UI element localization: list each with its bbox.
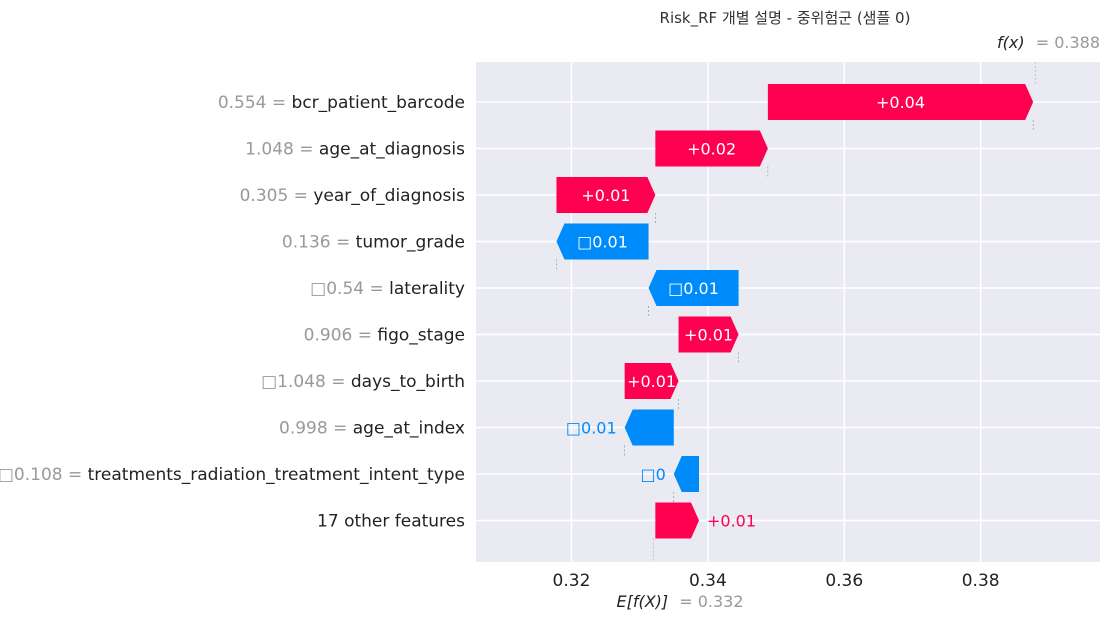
ex-value: = 0.332 [679, 592, 743, 611]
x-tick-label-1: 0.34 [689, 571, 727, 591]
feature-name: tumor_grade [356, 233, 465, 253]
bar-17-other-features [655, 502, 700, 539]
x-tick-label-0: 0.32 [553, 571, 591, 591]
bar-label-5: +0.01 [684, 326, 733, 345]
feature-label-4: □0.54 = laterality [310, 279, 465, 299]
bar-label-7: □0.01 [566, 419, 617, 438]
fx-annotation: f(x) = 0.388 [997, 33, 1100, 52]
feature-name: bcr_patient_barcode [292, 93, 465, 113]
feature-label-5: 0.906 = figo_stage [304, 326, 465, 346]
bar-label-9: +0.01 [707, 512, 756, 531]
bar-label-0: +0.04 [876, 93, 925, 112]
bar-label-6: +0.01 [627, 372, 676, 391]
feature-label-6: □1.048 = days_to_birth [261, 372, 465, 392]
feature-name: age_at_diagnosis [319, 140, 465, 160]
fx-label: f(x) [997, 33, 1025, 52]
feature-name: days_to_birth [351, 372, 465, 392]
feature-label-0: 0.554 = bcr_patient_barcode [218, 93, 465, 113]
chart-title: Risk_RF 개별 설명 - 중위험군 (샘플 0) [660, 9, 911, 28]
feature-value: □0.54 = [310, 279, 389, 299]
feature-label-7: 0.998 = age_at_index [279, 419, 465, 439]
fx-value: = 0.388 [1036, 33, 1100, 52]
bar-treatments_radiation_treatment_intent_type [673, 456, 700, 492]
feature-name: year_of_diagnosis [313, 186, 465, 206]
bar-days_to_birth [624, 363, 679, 399]
feature-label-2: 0.305 = year_of_diagnosis [240, 186, 466, 206]
feature-value: □1.048 = [261, 372, 351, 392]
bar-label-8: □0 [640, 465, 665, 484]
x-tick-label-3: 0.38 [962, 571, 1000, 591]
x-tick-label-2: 0.36 [825, 571, 863, 591]
feature-label-9: 17 other features [317, 512, 465, 532]
bar-tumor_grade [556, 223, 649, 260]
ex-label: E[f(X)] [616, 592, 668, 611]
feature-value: 1.048 = [245, 140, 319, 160]
bars-group [556, 84, 1034, 539]
feature-name: figo_stage [377, 326, 465, 346]
svg-text:E[f(X)] = 0.332: E[f(X)] = 0.332 [616, 592, 743, 611]
x-axis-ticks: 0.32 0.34 0.36 0.38 [553, 571, 1000, 591]
bar-age_at_index [624, 409, 674, 446]
bar-bcr_patient_barcode [767, 84, 1034, 120]
feature-value: 0.136 = [282, 233, 356, 253]
bar-label-1: +0.02 [687, 140, 736, 159]
bar-label-2: +0.01 [581, 186, 630, 205]
ex-annotation: E[f(X)] = 0.332 [616, 592, 743, 611]
bar-figo_stage [678, 316, 739, 353]
connector-lines [556, 62, 1036, 562]
feature-value: 0.305 = [240, 186, 314, 206]
feature-label-3: 0.136 = tumor_grade [282, 233, 465, 253]
bar-age_at_diagnosis [655, 130, 768, 167]
feature-value: 0.554 = [218, 93, 292, 113]
feature-label-1: 1.048 = age_at_diagnosis [245, 140, 465, 160]
svg-text:f(x) = 0.388: f(x) = 0.388 [997, 33, 1100, 52]
bar-year_of_diagnosis [556, 177, 656, 213]
feature-value: □0.108 = [0, 465, 88, 485]
plot-background [476, 62, 1100, 562]
bar-laterality [648, 270, 739, 306]
bar-label-4: □0.01 [668, 279, 719, 298]
feature-value: 0.906 = [304, 326, 378, 346]
bar-labels-group: +0.04 +0.02 +0.01 □0.01 □0.01 +0.01 +0.01 □0.01… [566, 93, 925, 531]
feature-name: treatments_radiation_treatment_intent_ty… [88, 465, 465, 485]
feature-labels-group: 0.554 = bcr_patient_barcode 1.048 = age_a… [0, 93, 465, 532]
feature-name: 17 other features [317, 512, 465, 532]
bar-label-3: □0.01 [577, 233, 628, 252]
feature-name: age_at_index [353, 419, 465, 439]
feature-value: 0.998 = [279, 419, 353, 439]
feature-name: laterality [389, 279, 465, 299]
feature-label-8: □0.108 = treatments_radiation_treatment_… [0, 465, 465, 485]
